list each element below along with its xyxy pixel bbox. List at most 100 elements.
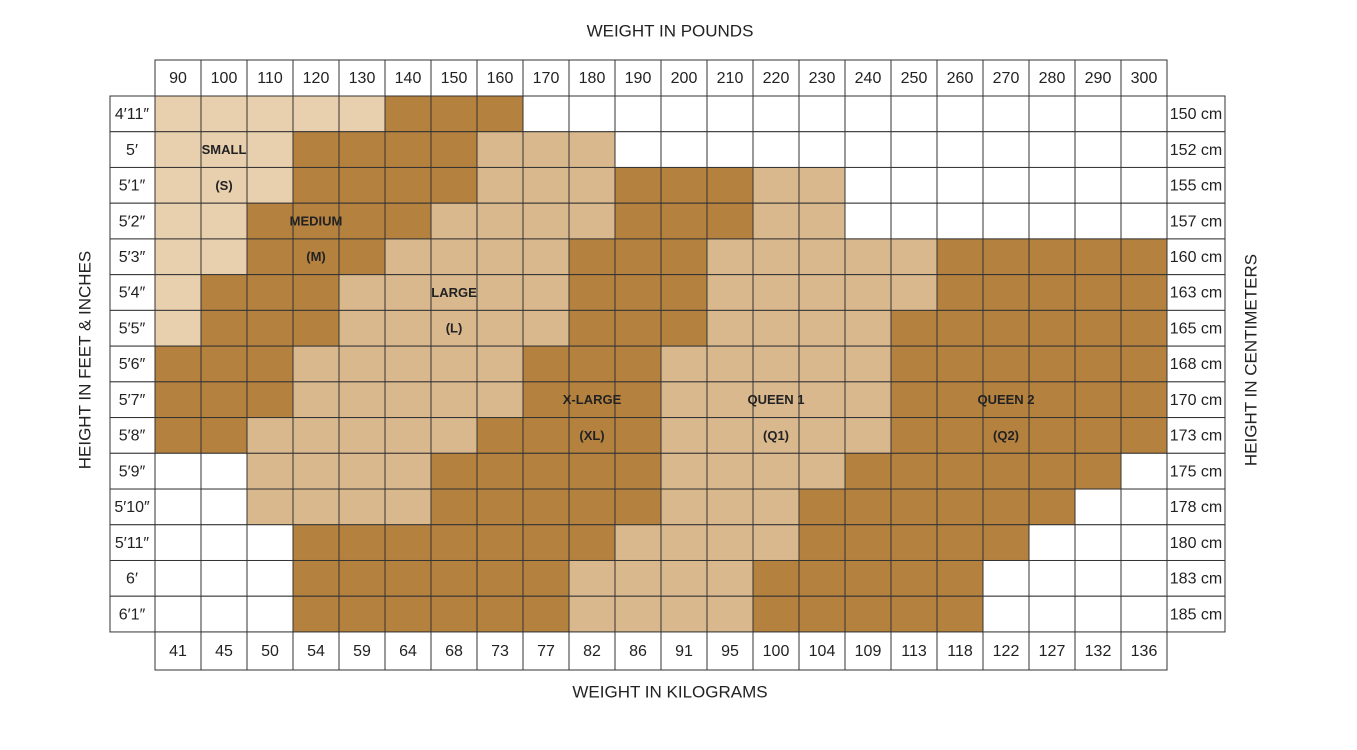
kg-label: 68 bbox=[445, 643, 463, 660]
size-cell bbox=[1074, 166, 1122, 204]
size-code: (Q1) bbox=[763, 428, 789, 443]
size-cell bbox=[200, 238, 248, 276]
size-cell bbox=[660, 95, 708, 133]
size-cell bbox=[246, 595, 294, 633]
size-cell bbox=[1074, 238, 1122, 276]
size-cell bbox=[936, 524, 984, 561]
kg-cell bbox=[384, 631, 432, 671]
pound-label: 300 bbox=[1131, 70, 1158, 87]
size-cell bbox=[936, 559, 984, 597]
size-cell bbox=[246, 202, 294, 240]
size-cell bbox=[476, 559, 524, 597]
size-cell bbox=[384, 95, 432, 133]
cm-label: 157 cm bbox=[1170, 213, 1222, 230]
kg-cell bbox=[890, 631, 938, 671]
size-cell bbox=[292, 131, 340, 168]
kg-label: 41 bbox=[169, 643, 187, 660]
kg-label: 95 bbox=[721, 643, 739, 660]
feet-label: 5′4″ bbox=[119, 285, 146, 302]
size-cell bbox=[1074, 381, 1122, 419]
size-cell bbox=[154, 381, 202, 419]
feet-label: 5′1″ bbox=[119, 178, 146, 195]
size-cell bbox=[384, 381, 432, 419]
size-cell bbox=[844, 488, 892, 526]
feet-cell bbox=[109, 95, 156, 133]
size-cell bbox=[1028, 559, 1076, 597]
size-cell bbox=[660, 595, 708, 633]
kg-label: 127 bbox=[1039, 643, 1066, 660]
pound-cell bbox=[1028, 59, 1076, 97]
feet-cell bbox=[109, 381, 156, 419]
cm-label: 168 cm bbox=[1170, 356, 1222, 373]
size-cell bbox=[614, 309, 662, 347]
size-cell bbox=[430, 309, 478, 347]
size-cell bbox=[798, 274, 846, 311]
size-cell bbox=[1120, 238, 1168, 276]
size-cell bbox=[614, 559, 662, 597]
size-cell bbox=[798, 309, 846, 347]
size-cell bbox=[292, 488, 340, 526]
size-cell bbox=[476, 381, 524, 419]
size-cell bbox=[1074, 559, 1122, 597]
kg-cell bbox=[1120, 631, 1168, 671]
kg-label: 113 bbox=[901, 643, 927, 660]
size-code: (L) bbox=[446, 321, 463, 336]
pound-cell bbox=[568, 59, 616, 97]
kg-cell bbox=[798, 631, 846, 671]
size-cell bbox=[292, 274, 340, 311]
size-cell bbox=[200, 524, 248, 561]
size-cell bbox=[1028, 488, 1076, 526]
top-title: WEIGHT IN POUNDS bbox=[587, 21, 754, 40]
size-cell bbox=[614, 488, 662, 526]
size-cell bbox=[706, 274, 754, 311]
size-cell bbox=[384, 238, 432, 276]
size-cell bbox=[200, 95, 248, 133]
size-cell bbox=[1120, 452, 1168, 490]
size-cell bbox=[936, 202, 984, 240]
size-cell bbox=[246, 95, 294, 133]
size-cell bbox=[568, 131, 616, 168]
kg-cell bbox=[476, 631, 524, 671]
size-cell bbox=[430, 524, 478, 561]
size-cell bbox=[1120, 95, 1168, 133]
pound-label: 260 bbox=[947, 70, 974, 87]
size-cell bbox=[200, 166, 248, 204]
kg-label: 132 bbox=[1085, 643, 1112, 660]
size-cell bbox=[614, 595, 662, 633]
size-cell bbox=[476, 524, 524, 561]
size-cell bbox=[154, 202, 202, 240]
size-cell bbox=[936, 166, 984, 204]
size-cell bbox=[522, 238, 570, 276]
size-cell bbox=[246, 309, 294, 347]
size-cell bbox=[522, 417, 570, 454]
size-cell bbox=[476, 452, 524, 490]
size-name: QUEEN 2 bbox=[977, 392, 1034, 407]
kg-cell bbox=[522, 631, 570, 671]
size-cell bbox=[246, 559, 294, 597]
cm-label: 163 cm bbox=[1170, 285, 1222, 302]
kg-label: 91 bbox=[675, 643, 693, 660]
size-cell bbox=[890, 238, 938, 276]
cm-label: 175 cm bbox=[1170, 463, 1222, 480]
feet-label: 5′10″ bbox=[114, 499, 150, 516]
pound-cell bbox=[292, 59, 340, 97]
size-cell bbox=[982, 309, 1030, 347]
size-cell bbox=[522, 166, 570, 204]
size-cell bbox=[752, 166, 800, 204]
kg-cell bbox=[338, 631, 386, 671]
size-cell bbox=[752, 95, 800, 133]
feet-cell bbox=[109, 202, 156, 240]
size-cell bbox=[706, 131, 754, 168]
size-cell bbox=[798, 524, 846, 561]
kg-cell bbox=[936, 631, 984, 671]
size-cell bbox=[430, 238, 478, 276]
size-cell bbox=[982, 559, 1030, 597]
size-name: QUEEN 1 bbox=[747, 392, 804, 407]
size-cell bbox=[706, 381, 754, 419]
size-cell bbox=[936, 452, 984, 490]
size-cell bbox=[338, 166, 386, 204]
size-cell bbox=[890, 417, 938, 454]
size-cell bbox=[844, 345, 892, 383]
size-cell bbox=[1120, 488, 1168, 526]
size-cell bbox=[1074, 595, 1122, 633]
